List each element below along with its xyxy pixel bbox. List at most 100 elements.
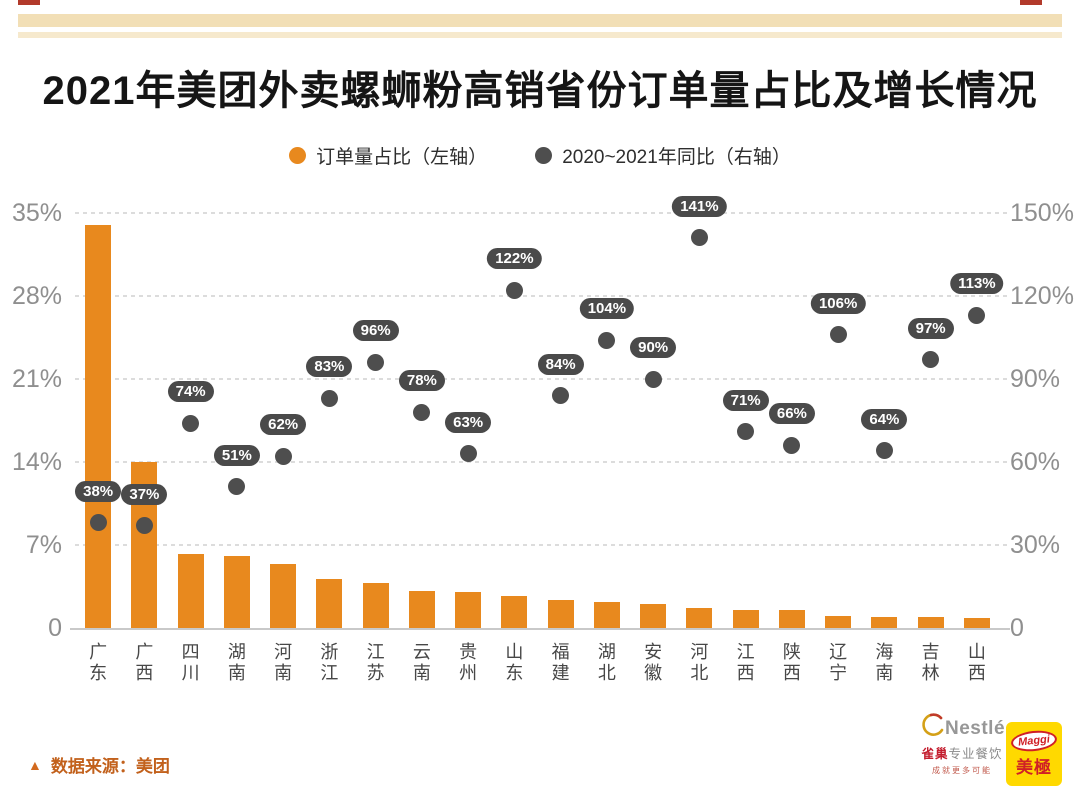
dot-value-label-9: 122% — [487, 248, 542, 270]
y-axis-label-left: 14% — [11, 448, 62, 476]
legend: 订单量占比（左轴） 2020~2021年同比（右轴） — [0, 142, 1080, 169]
scatter-dot-9 — [505, 281, 523, 299]
bar-8 — [455, 592, 482, 628]
legend-dot-label: 2020~2021年同比（右轴） — [562, 147, 791, 168]
dot-value-label-14: 71% — [722, 389, 769, 411]
y-axis-label-left: 21% — [11, 365, 62, 393]
grid-line — [75, 295, 1008, 297]
scatter-dot-19 — [968, 306, 986, 324]
x-axis-line — [70, 628, 1010, 630]
nestle-slogan: 成就更多可能 — [932, 766, 992, 775]
dot-value-label-18: 97% — [907, 317, 954, 339]
scatter-dot-15 — [783, 436, 801, 454]
bar-0 — [85, 224, 112, 628]
red-corner-mark-right — [1020, 0, 1042, 5]
maggi-logo: Maggi 美極 — [1006, 722, 1062, 786]
bar-9 — [501, 595, 528, 628]
y-axis-label-right: 90% — [1010, 365, 1061, 393]
y-axis-label-right: 150% — [1010, 199, 1074, 227]
bar-2 — [177, 554, 204, 628]
dot-value-label-8: 63% — [445, 411, 492, 433]
x-axis-label-14: 江西 — [736, 642, 755, 683]
x-axis-label-17: 海南 — [875, 642, 894, 683]
dot-value-label-11: 104% — [579, 298, 635, 320]
x-axis-label-15: 陕西 — [782, 642, 801, 683]
grid-line — [75, 461, 1008, 463]
bar-13 — [686, 607, 713, 628]
x-axis-label-6: 江苏 — [366, 642, 385, 683]
grid-line — [75, 378, 1008, 380]
scatter-dot-4 — [274, 447, 292, 465]
dot-value-label-2: 74% — [167, 381, 214, 403]
y-axis-label-left: 35% — [11, 199, 62, 227]
x-axis-label-13: 河北 — [690, 642, 709, 683]
dot-value-label-16: 106% — [810, 292, 866, 314]
scatter-dot-7 — [413, 403, 431, 421]
bar-10 — [547, 599, 574, 628]
bar-16 — [825, 616, 852, 628]
x-axis-label-7: 云南 — [412, 642, 431, 683]
scatter-dot-8 — [459, 445, 477, 463]
bar-7 — [408, 591, 435, 628]
dot-value-label-10: 84% — [537, 353, 584, 375]
x-axis-label-10: 福建 — [551, 642, 570, 683]
x-axis-label-9: 山东 — [505, 642, 524, 683]
bar-18 — [917, 617, 944, 628]
nestle-logo: Nestlé 雀巢专业餐饮 成就更多可能 — [912, 712, 1012, 776]
maggi-oval-badge: Maggi — [1010, 728, 1058, 753]
x-axis-label-18: 吉林 — [921, 642, 940, 683]
y-axis-label-left: 28% — [11, 282, 62, 310]
bar-6 — [362, 582, 389, 628]
legend-item-bars: 订单量占比（左轴） — [289, 142, 487, 169]
data-source-text: 数据来源：美团 — [50, 757, 170, 776]
dot-value-label-4: 62% — [260, 414, 307, 436]
x-axis-label-16: 辽宁 — [829, 642, 848, 683]
x-axis-label-11: 湖北 — [597, 642, 616, 683]
bar-4 — [270, 563, 297, 628]
scatter-dot-16 — [829, 326, 847, 344]
dot-value-label-19: 113% — [950, 273, 1004, 295]
page-title: 2021年美团外卖螺蛳粉高销省份订单量占比及增长情况 — [42, 69, 1038, 113]
y-axis-label-right: 0 — [1010, 614, 1024, 642]
bar-12 — [640, 604, 667, 628]
y-axis-label-right: 60% — [1010, 448, 1061, 476]
legend-item-dots: 2020~2021年同比（右轴） — [535, 142, 791, 169]
scatter-dot-5 — [320, 389, 338, 407]
scatter-dot-10 — [552, 387, 570, 405]
scatter-dot-14 — [737, 423, 755, 441]
decor-band-thick — [18, 14, 1062, 27]
dot-value-label-17: 64% — [861, 408, 908, 430]
dot-value-label-15: 66% — [768, 403, 815, 425]
dot-value-label-7: 78% — [398, 370, 445, 392]
dot-value-label-0: 38% — [75, 480, 122, 502]
scatter-dot-12 — [644, 370, 662, 388]
maggi-wordmark: Maggi — [1017, 732, 1051, 749]
red-corner-mark-left — [18, 0, 40, 5]
scatter-dot-11 — [598, 331, 616, 349]
y-axis-label-left: 0 — [48, 614, 62, 642]
dot-value-label-3: 51% — [213, 444, 260, 466]
y-axis-label-left: 7% — [25, 531, 62, 559]
dot-value-label-13: 141% — [672, 195, 727, 217]
scatter-dot-3 — [228, 478, 246, 496]
scatter-dot-13 — [690, 229, 708, 247]
dot-value-label-6: 96% — [352, 320, 399, 342]
x-axis-label-0: 广东 — [89, 642, 108, 683]
nestle-chinese-name: 雀巢专业餐饮 — [921, 747, 1003, 761]
bar-19 — [963, 617, 990, 628]
y-axis-label-right: 30% — [1010, 531, 1061, 559]
triangle-icon: ▲ — [28, 756, 42, 773]
legend-bar-label: 订单量占比（左轴） — [316, 147, 488, 168]
x-axis-label-4: 河南 — [274, 642, 293, 683]
x-axis-label-1: 广西 — [135, 642, 154, 683]
nestle-swirl-icon — [922, 713, 944, 736]
grid-line — [75, 544, 1008, 546]
decor-band-thin — [18, 32, 1062, 38]
x-axis-label-19: 山西 — [967, 642, 986, 683]
scatter-dot-0 — [89, 514, 107, 532]
bar-3 — [223, 555, 250, 628]
y-axis-label-right: 120% — [1010, 282, 1074, 310]
x-axis-label-2: 四川 — [181, 642, 200, 683]
